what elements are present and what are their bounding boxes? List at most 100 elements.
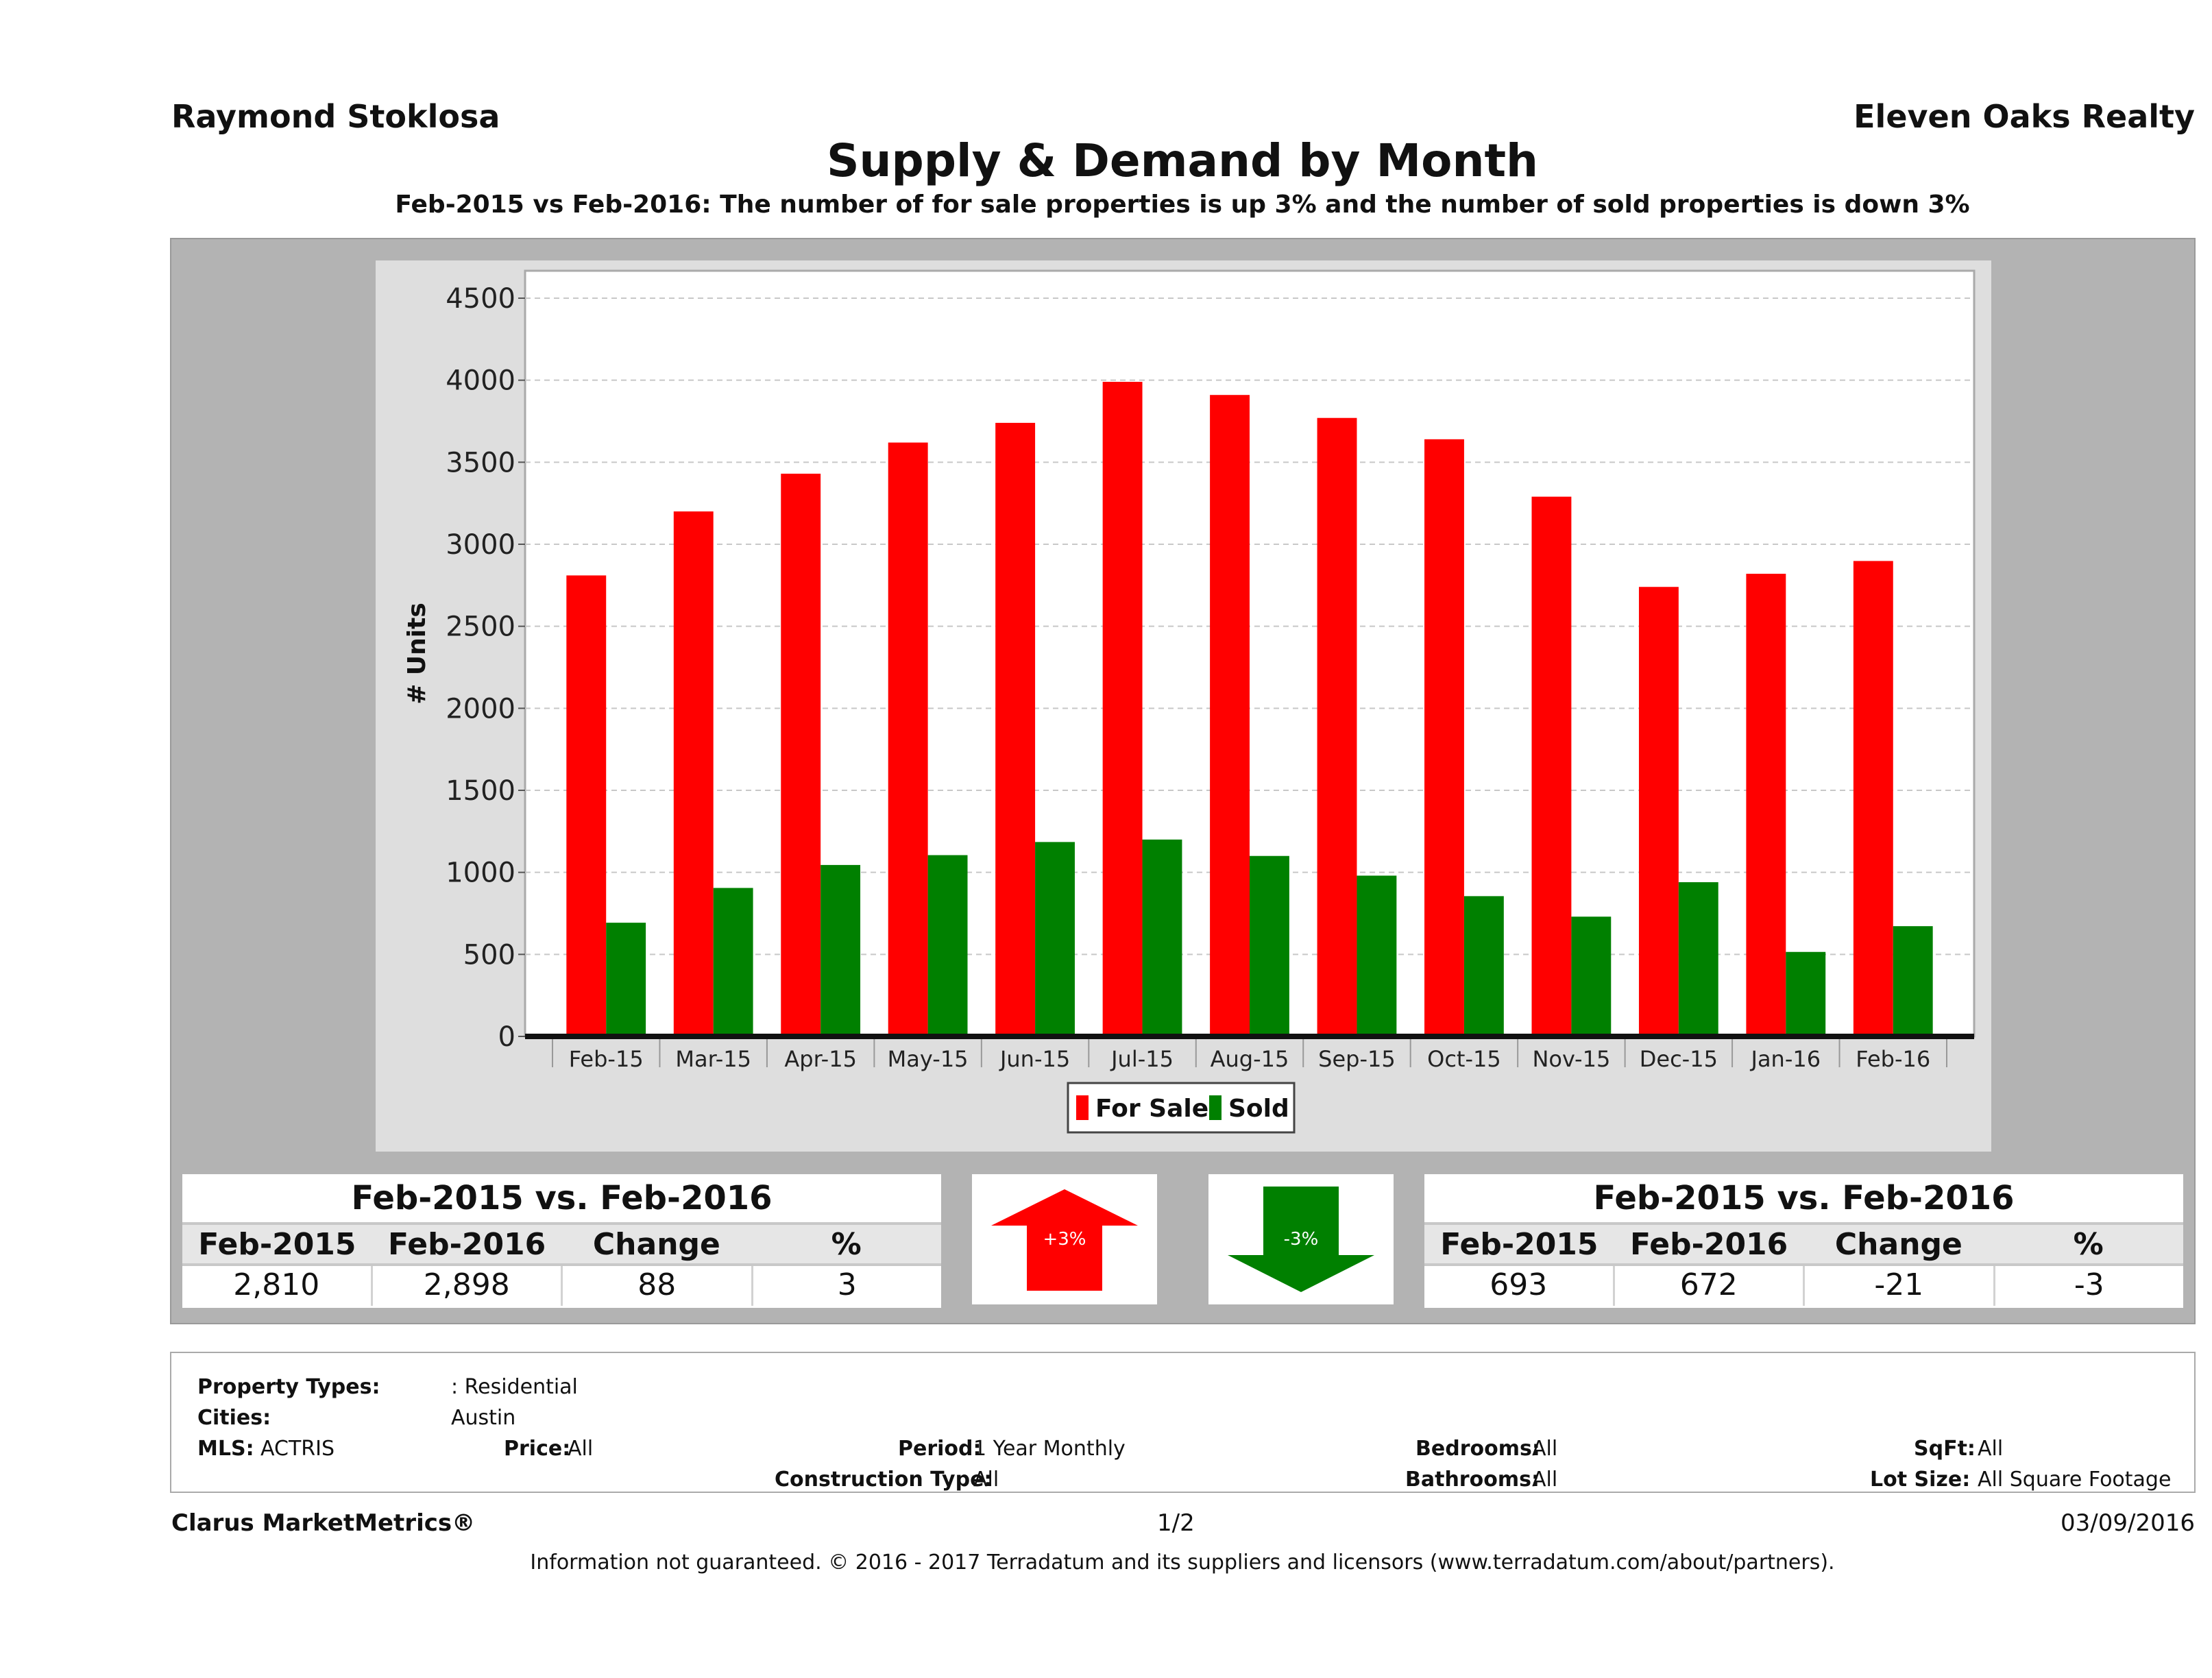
sold-bar: [927, 855, 968, 1036]
cities-label: Cities:: [197, 1406, 271, 1430]
up-arrow-box: +3%: [972, 1174, 1157, 1304]
x-tick-label: Nov-15: [1532, 1046, 1610, 1072]
sold-value-prev: 693: [1424, 1266, 1615, 1306]
x-tick-label: Feb-15: [569, 1046, 644, 1072]
sold-bar: [1357, 875, 1397, 1036]
lot-size-label: Lot Size:: [1870, 1468, 1971, 1492]
property-types-label: Property Types:: [197, 1375, 380, 1399]
price-label: Price:: [504, 1437, 571, 1461]
construction-type-value: All: [973, 1468, 999, 1492]
x-tick-label: Jun-15: [999, 1046, 1070, 1072]
arrow-up-icon: [991, 1189, 1138, 1291]
for-sale-value-change: 88: [563, 1266, 753, 1306]
y-tick-label: 4000: [446, 365, 515, 397]
for-sale-bar: [1638, 587, 1679, 1036]
sold-header-prev: Feb-2015: [1440, 1227, 1599, 1262]
y-tick-label: 1500: [446, 775, 515, 807]
lot-size-value: All Square Footage: [1978, 1468, 2172, 1492]
legend-box: [1067, 1082, 1296, 1134]
x-tick-label: Feb-16: [1856, 1046, 1930, 1072]
x-tick-label: Sep-15: [1318, 1046, 1396, 1072]
y-tick-label: 1000: [446, 858, 515, 889]
sqft-label: SqFt:: [1914, 1437, 1976, 1461]
sold-stats-header: Feb-2015 Feb-2016 Change %: [1424, 1222, 2183, 1266]
page-number: 1/2: [1157, 1509, 1195, 1537]
for-sale-value-curr: 2,898: [373, 1266, 563, 1306]
agent-name: Raymond Stoklosa: [171, 98, 500, 135]
y-tick-label: 3500: [446, 447, 515, 478]
y-axis-label: # Units: [403, 603, 431, 705]
sold-bar: [713, 888, 753, 1036]
for-sale-value-percent: 3: [837, 1267, 857, 1302]
legend-sold-label: Sold: [1228, 1095, 1289, 1123]
arrow-down-icon: [1228, 1187, 1374, 1292]
mls-value: ACTRIS: [260, 1437, 335, 1461]
chart-panel: 0 500 1000 1500 2000 2500 3000 3500 4000 4500 # Un…: [376, 260, 1991, 1152]
period-label: Period:: [898, 1437, 982, 1461]
legend-for-sale-label: For Sale: [1095, 1095, 1208, 1123]
down-arrow-label: -3%: [1284, 1229, 1319, 1250]
x-tick-label: Dec-15: [1640, 1046, 1718, 1072]
for-sale-bar: [1531, 496, 1572, 1036]
for-sale-bar: [1853, 561, 1893, 1036]
for-sale-value-prev: 2,810: [182, 1266, 373, 1306]
bathrooms-value: All: [1532, 1468, 1558, 1492]
property-types-value: : Residential: [451, 1375, 578, 1399]
y-tick-label: 4500: [446, 283, 515, 315]
for-sale-stats-table: Feb-2015 vs. Feb-2016 Feb-2015 Feb-2016 …: [182, 1174, 941, 1308]
x-tick-label: Aug-15: [1211, 1046, 1289, 1072]
mls-label: MLS:: [197, 1437, 254, 1461]
x-tick-label: Mar-15: [675, 1046, 751, 1072]
company-name: Eleven Oaks Realty: [1854, 98, 2195, 135]
price-value: All: [568, 1437, 594, 1461]
for-sale-bar: [781, 474, 821, 1036]
sold-bar: [1571, 916, 1612, 1036]
sold-bar: [1786, 951, 1826, 1036]
for-sale-bar: [1424, 439, 1464, 1036]
sold-bar: [1463, 896, 1504, 1036]
report-title: Supply & Demand by Month: [826, 134, 1539, 187]
sold-value-percent: -3: [2074, 1267, 2104, 1302]
sold-bar: [1250, 855, 1289, 1036]
cities-value: Austin: [451, 1406, 516, 1430]
y-tick-label: 2000: [446, 693, 515, 725]
for-sale-bar: [673, 511, 714, 1036]
sold-stats-title: Feb-2015 vs. Feb-2016: [1593, 1179, 2015, 1217]
report-subtitle: Feb-2015 vs Feb-2016: The number of for …: [395, 191, 1970, 219]
bedrooms-label: Bedrooms:: [1415, 1437, 1540, 1461]
x-tick-label: Jan-16: [1750, 1046, 1821, 1072]
for-sale-header-change: Change: [592, 1227, 720, 1262]
y-tick-label: 2500: [446, 611, 515, 643]
y-tick-label: 0: [498, 1021, 515, 1053]
footer-brand: Clarus MarketMetrics®: [171, 1509, 476, 1537]
report-date: 03/09/2016: [2061, 1509, 2195, 1537]
for-sale-bar: [888, 442, 928, 1036]
for-sale-bar: [1210, 395, 1250, 1036]
bedrooms-value: All: [1532, 1437, 1558, 1461]
sold-header-percent: %: [2073, 1227, 2104, 1262]
sold-bar: [1035, 842, 1075, 1036]
sqft-value: All: [1978, 1437, 2004, 1461]
up-arrow-label: +3%: [1043, 1229, 1086, 1250]
for-sale-bar: [1746, 574, 1786, 1036]
legend-for-sale-swatch: [1076, 1095, 1089, 1120]
sold-bar: [1678, 882, 1718, 1036]
for-sale-stats-title: Feb-2015 vs. Feb-2016: [351, 1179, 773, 1217]
y-tick-label: 500: [463, 939, 515, 971]
x-tick-label: Jul-15: [1110, 1046, 1174, 1072]
legend-sold-swatch: [1209, 1095, 1222, 1120]
sold-stats-values: 693 672 -21 -3: [1424, 1266, 2183, 1306]
y-tick-label: 3000: [446, 529, 515, 561]
bar-chart: 0 500 1000 1500 2000 2500 3000 3500 4000 4500 # Un…: [403, 269, 1976, 1134]
bathrooms-label: Bathrooms:: [1405, 1468, 1540, 1492]
for-sale-header-percent: %: [831, 1227, 862, 1262]
for-sale-bar: [1317, 417, 1357, 1036]
sold-bar: [606, 923, 646, 1036]
sold-header-change: Change: [1834, 1227, 1962, 1262]
period-value: 1 Year Monthly: [973, 1437, 1126, 1461]
sold-bar: [1142, 839, 1182, 1036]
sold-stats-table: Feb-2015 vs. Feb-2016 Feb-2015 Feb-2016 …: [1424, 1174, 2183, 1308]
for-sale-header-curr: Feb-2016: [387, 1227, 546, 1262]
construction-type-label: Construction Type:: [775, 1468, 993, 1492]
sold-bar: [821, 864, 861, 1036]
